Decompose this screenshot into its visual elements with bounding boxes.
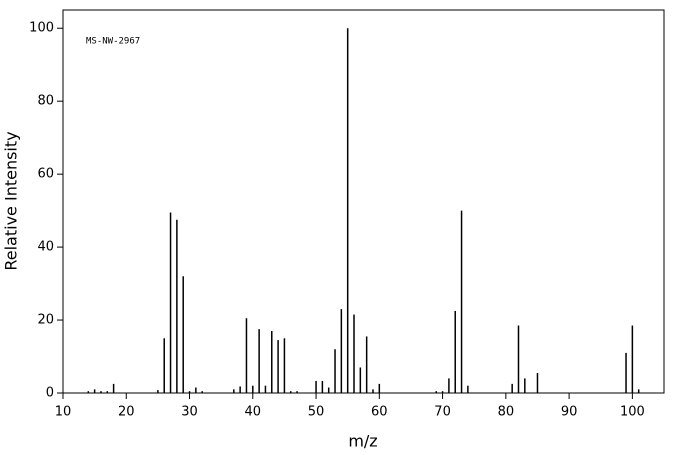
x-tick-label: 80 [498, 405, 515, 420]
y-tick-label: 100 [29, 21, 54, 36]
x-tick-label: 90 [561, 405, 578, 420]
annotation: MS-NW-2967 [86, 37, 140, 47]
y-tick-label: 80 [37, 94, 54, 109]
x-tick-label: 40 [245, 405, 262, 420]
y-tick-label: 20 [37, 313, 54, 328]
x-tick-label: 50 [308, 405, 325, 420]
x-tick-label: 20 [118, 405, 135, 420]
x-tick-label: 100 [620, 405, 645, 420]
x-tick-label: 30 [181, 405, 198, 420]
x-axis-label: m/z [348, 432, 377, 451]
x-tick-label: 70 [434, 405, 451, 420]
x-tick-label: 10 [55, 405, 72, 420]
y-tick-label: 60 [37, 167, 54, 182]
y-tick-label: 0 [46, 386, 54, 401]
y-axis-label: Relative Intensity [2, 131, 21, 270]
plot-frame [62, 9, 665, 394]
y-tick-label: 40 [37, 240, 54, 255]
x-tick-label: 60 [371, 405, 388, 420]
